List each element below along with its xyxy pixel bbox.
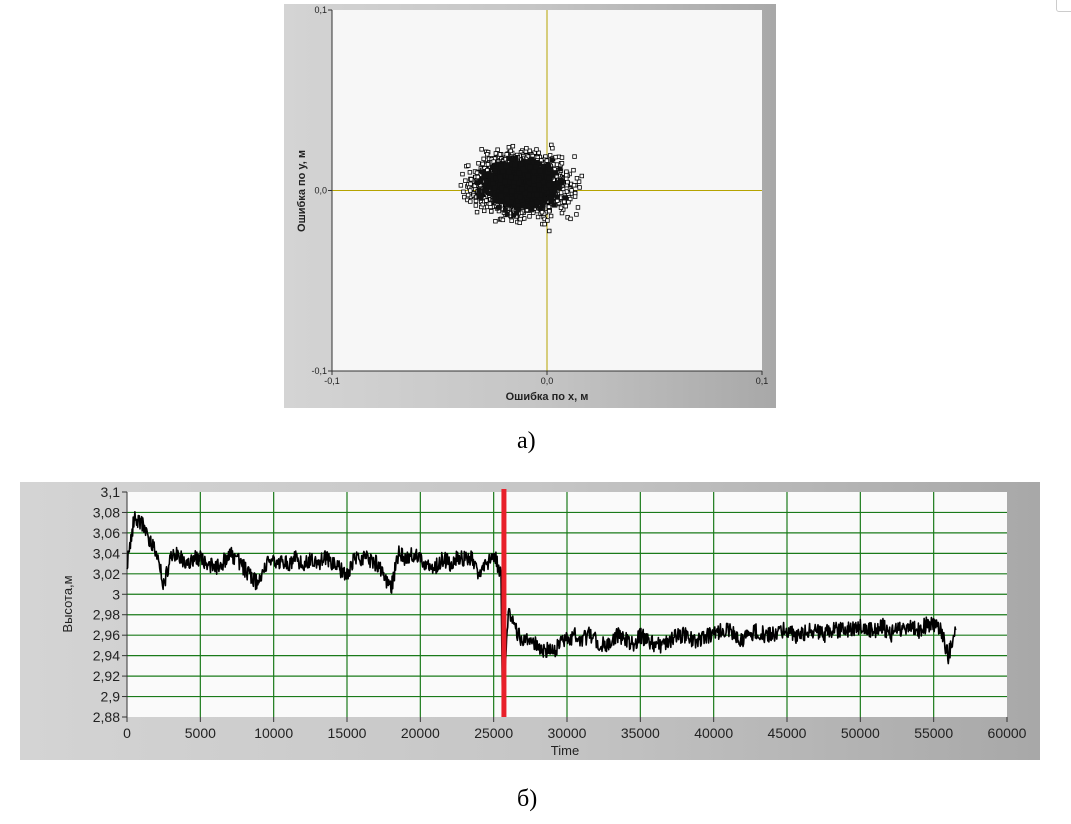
scatter-point [547,228,552,234]
scatter-point [534,147,539,152]
scatter-point [535,214,541,220]
scatter-point [458,183,464,188]
scatter-point [527,214,532,219]
window-corner-widget [1056,0,1071,12]
y-tick-label: 2,94 [93,648,120,664]
y-tick-label: 2,96 [93,627,120,643]
scatter-point [527,148,532,153]
y-tick-label: 3,02 [93,566,120,582]
scatter-point [579,173,584,179]
y-tick-label: 3,06 [93,525,120,541]
scatter-point [568,216,573,222]
y-tick-label: 2,9 [101,689,121,705]
x-tick-label: 15000 [328,725,367,741]
y-tick-label: 3,08 [93,504,120,520]
line-x-axis-label: Time [551,743,579,758]
scatter-point [467,170,473,175]
scatter-point [510,143,516,149]
x-tick-label: 0 [123,725,131,741]
x-tick-label: 40000 [694,725,733,741]
y-tick-label: 2,98 [93,607,120,623]
scatter-point [571,183,577,188]
y-tick-label: 3,04 [93,545,120,561]
scatter-point [548,213,554,219]
y-tick-label: 2,88 [93,709,120,725]
x-tick-label: 50000 [841,725,880,741]
scatter-point [577,185,582,190]
y-tick-label: 3,1 [101,484,121,500]
x-tick-label: 20000 [401,725,440,741]
scatter-point [489,209,494,214]
scatter-point [465,192,471,198]
x-tick-label: 35000 [621,725,660,741]
panel-label-a: а) [517,428,536,454]
line-y-axis-label: Высота,м [60,575,75,632]
x-tick-label: 55000 [914,725,953,741]
x-tick-label: 5000 [185,725,216,741]
y-tick-label: 3 [112,586,120,602]
x-tick-label: 30000 [548,725,587,741]
y-tick-label: 2,92 [93,668,120,684]
x-tick-label: 60000 [988,725,1027,741]
x-tick-label: 10000 [254,725,293,741]
x-tick-label: 25000 [474,725,513,741]
x-tick-label: 45000 [768,725,807,741]
scatter-point [547,153,553,158]
scatter-point [482,208,487,214]
panel-label-b: б) [517,786,538,812]
